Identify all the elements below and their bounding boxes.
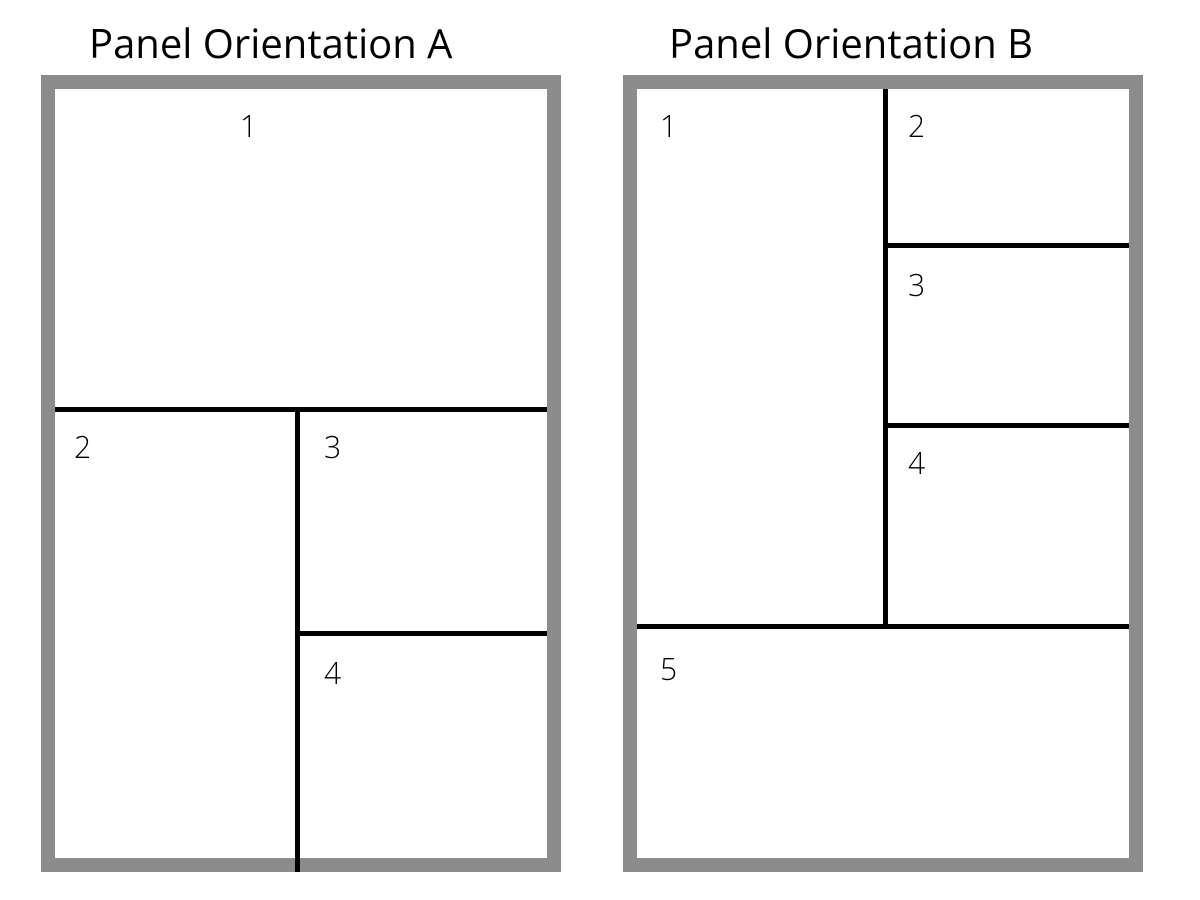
panel-a-cell-label: 4 [324,652,341,693]
panel-b-cell-label: 2 [908,105,925,146]
panel-b-cell-label: 3 [908,264,925,305]
panel-a-cell-label: 1 [240,105,257,146]
panel-b-cell-label: 1 [660,105,677,146]
panel-b-title: Panel Orientation B [669,15,1033,70]
panel-a-divider [300,631,547,636]
panel-a-frame [41,75,561,872]
panel-a-cell-label: 3 [324,426,341,467]
panel-a-cell-label: 2 [74,426,91,467]
panel-b-divider [888,423,1129,428]
panel-b-cell-label: 4 [908,442,925,483]
panel-a-divider [295,412,300,872]
panel-b-divider [883,89,888,625]
panel-b-cell-label: 5 [660,648,677,689]
panel-a-divider [55,407,547,412]
panel-a-title: Panel Orientation A [89,15,452,70]
panel-b-divider [888,243,1129,248]
